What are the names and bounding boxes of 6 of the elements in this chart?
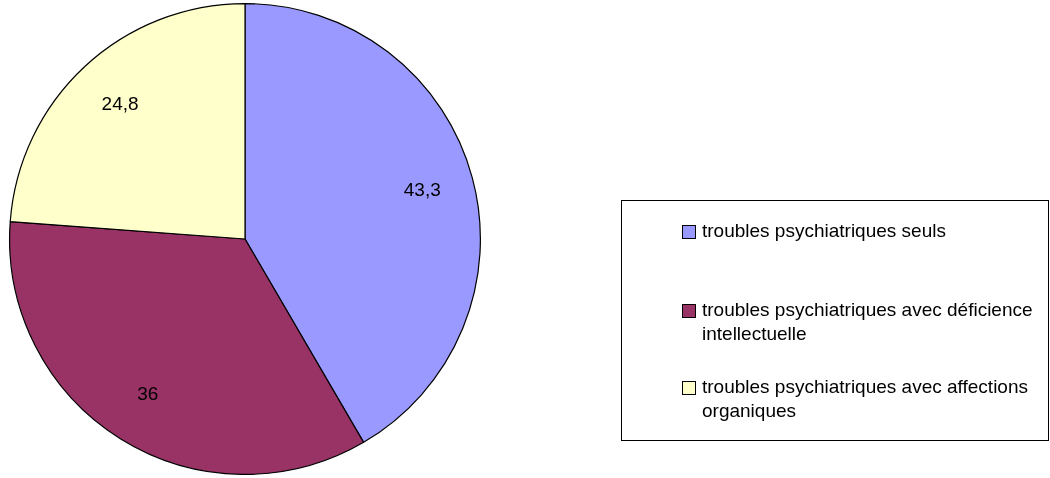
legend-label: troubles psychiatriques avec affections organiques bbox=[702, 376, 1028, 421]
legend-label: troubles psychiatriques avec déficience intellectuelle bbox=[702, 299, 1033, 344]
data-label: 36 bbox=[137, 382, 159, 404]
data-label: 24,8 bbox=[101, 92, 139, 114]
data-label: 43,3 bbox=[403, 179, 441, 201]
legend-label: troubles psychiatriques seuls bbox=[702, 220, 946, 241]
